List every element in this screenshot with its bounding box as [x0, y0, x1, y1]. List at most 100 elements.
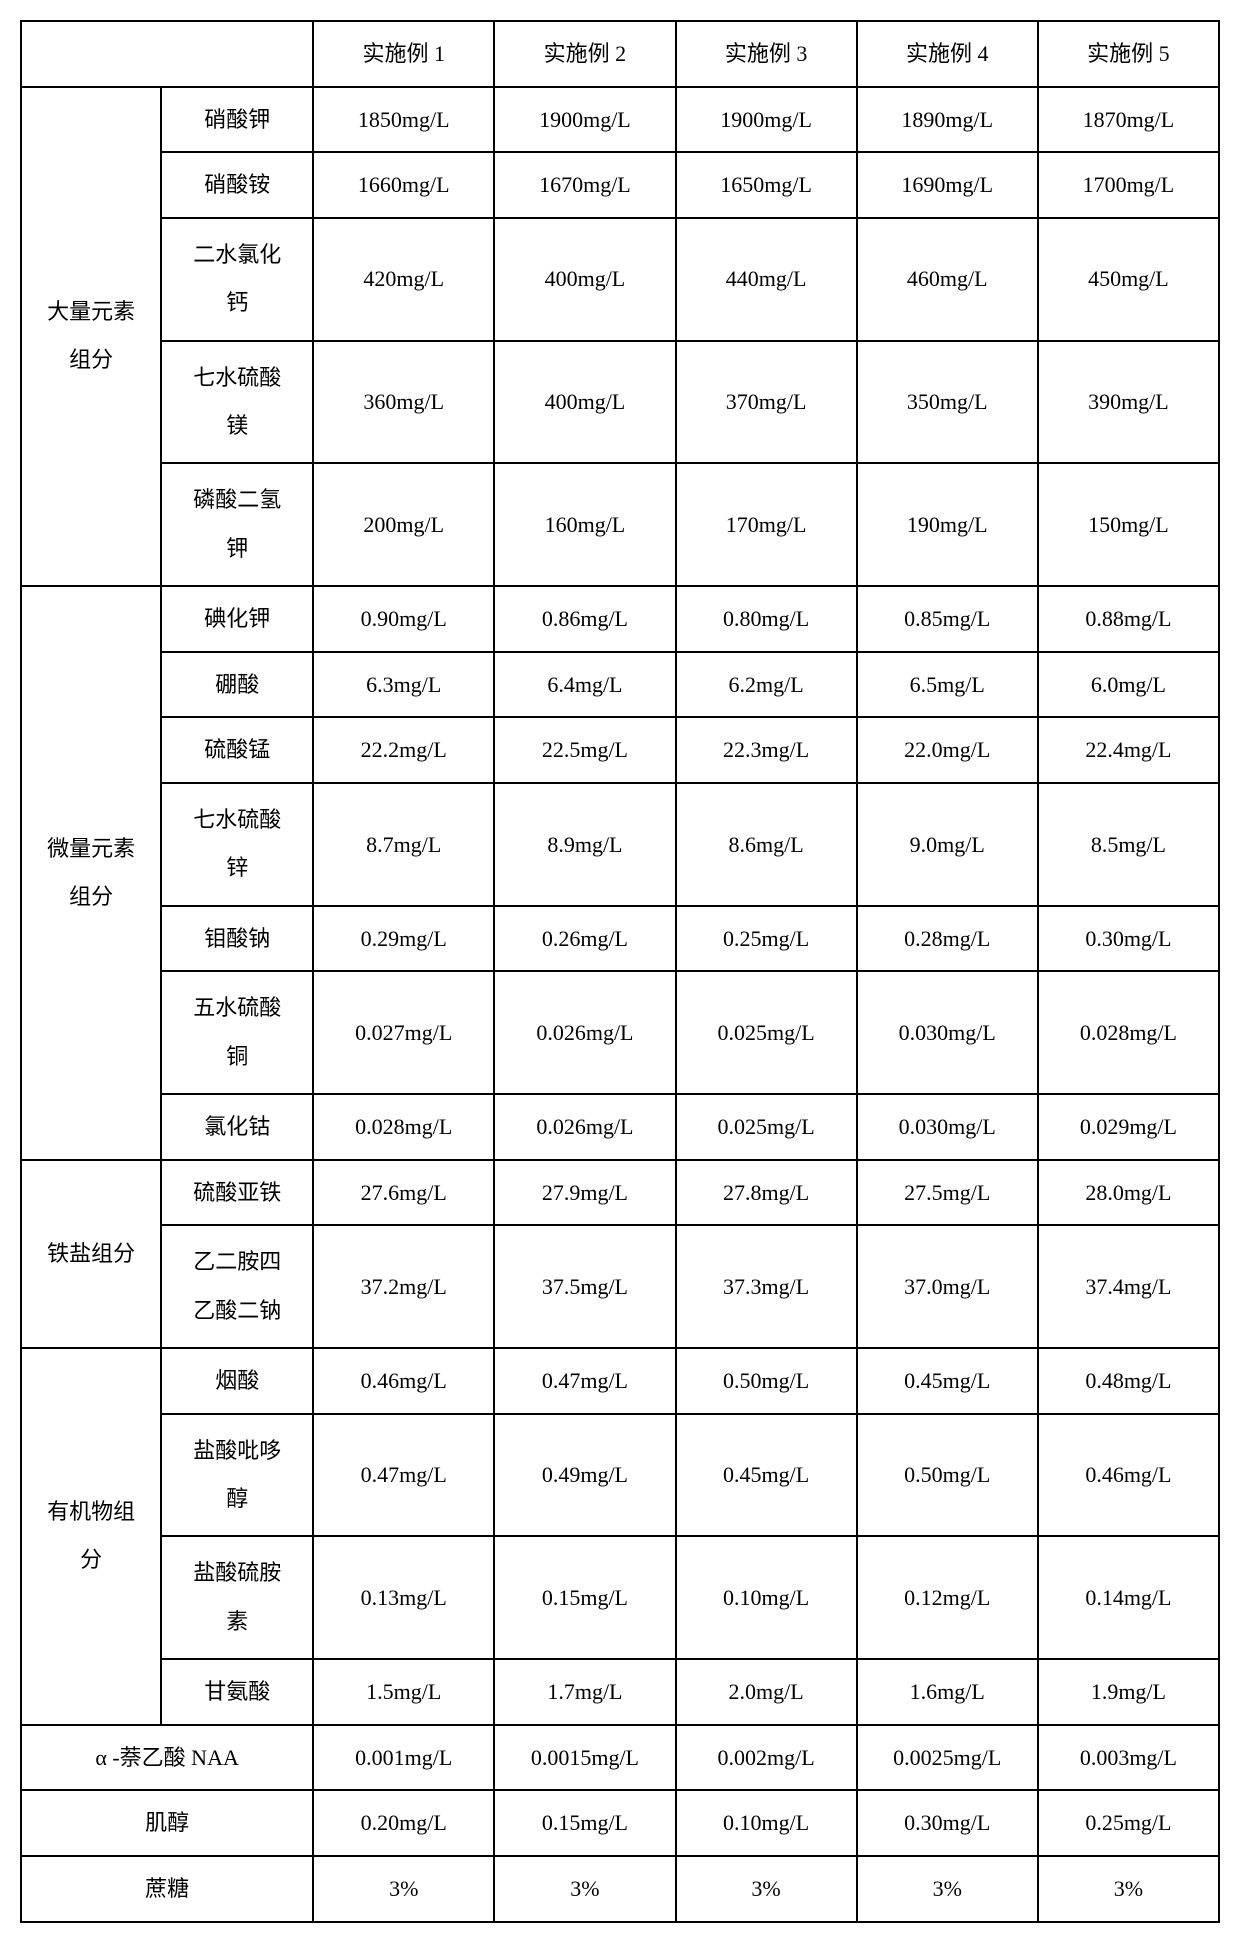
- value-cell: 1890mg/L: [857, 87, 1038, 153]
- value-cell: 0.86mg/L: [494, 586, 675, 652]
- col-header-3: 实施例 3: [676, 21, 857, 87]
- value-cell: 420mg/L: [313, 218, 494, 341]
- table-row: 蔗糖 3% 3% 3% 3% 3%: [21, 1856, 1219, 1922]
- value-cell: 2.0mg/L: [676, 1659, 857, 1725]
- value-cell: 0.028mg/L: [1038, 971, 1219, 1094]
- value-cell: 0.029mg/L: [1038, 1094, 1219, 1160]
- compound-label: 五水硫酸铜: [161, 971, 313, 1094]
- value-cell: 0.49mg/L: [494, 1414, 675, 1537]
- table-row: 甘氨酸 1.5mg/L 1.7mg/L 2.0mg/L 1.6mg/L 1.9m…: [21, 1659, 1219, 1725]
- value-cell: 370mg/L: [676, 341, 857, 464]
- value-cell: 0.46mg/L: [1038, 1414, 1219, 1537]
- value-cell: 150mg/L: [1038, 463, 1219, 586]
- compound-label: 盐酸硫胺素: [161, 1536, 313, 1659]
- compound-label: 甘氨酸: [161, 1659, 313, 1725]
- value-cell: 1870mg/L: [1038, 87, 1219, 153]
- value-cell: 0.47mg/L: [313, 1414, 494, 1537]
- table-row: 盐酸硫胺素 0.13mg/L 0.15mg/L 0.10mg/L 0.12mg/…: [21, 1536, 1219, 1659]
- value-cell: 8.5mg/L: [1038, 783, 1219, 906]
- value-cell: 450mg/L: [1038, 218, 1219, 341]
- compound-label: 硫酸亚铁: [161, 1160, 313, 1226]
- value-cell: 1660mg/L: [313, 152, 494, 218]
- compound-label: 碘化钾: [161, 586, 313, 652]
- value-cell: 1690mg/L: [857, 152, 1038, 218]
- value-cell: 0.026mg/L: [494, 971, 675, 1094]
- value-cell: 160mg/L: [494, 463, 675, 586]
- group-iron: 铁盐组分: [21, 1160, 161, 1348]
- col-header-1: 实施例 1: [313, 21, 494, 87]
- value-cell: 0.85mg/L: [857, 586, 1038, 652]
- compound-label: 硫酸锰: [161, 717, 313, 783]
- value-cell: 200mg/L: [313, 463, 494, 586]
- value-cell: 27.6mg/L: [313, 1160, 494, 1226]
- value-cell: 0.0015mg/L: [494, 1725, 675, 1791]
- col-header-2: 实施例 2: [494, 21, 675, 87]
- value-cell: 0.30mg/L: [1038, 906, 1219, 972]
- value-cell: 0.90mg/L: [313, 586, 494, 652]
- value-cell: 0.15mg/L: [494, 1790, 675, 1856]
- value-cell: 0.002mg/L: [676, 1725, 857, 1791]
- value-cell: 0.030mg/L: [857, 971, 1038, 1094]
- value-cell: 0.025mg/L: [676, 1094, 857, 1160]
- value-cell: 27.8mg/L: [676, 1160, 857, 1226]
- value-cell: 360mg/L: [313, 341, 494, 464]
- table-row: 磷酸二氢钾 200mg/L 160mg/L 170mg/L 190mg/L 15…: [21, 463, 1219, 586]
- value-cell: 0.028mg/L: [313, 1094, 494, 1160]
- value-cell: 0.10mg/L: [676, 1790, 857, 1856]
- value-cell: 460mg/L: [857, 218, 1038, 341]
- compound-label: 硝酸钾: [161, 87, 313, 153]
- value-cell: 1.7mg/L: [494, 1659, 675, 1725]
- value-cell: 22.4mg/L: [1038, 717, 1219, 783]
- value-cell: 0.30mg/L: [857, 1790, 1038, 1856]
- value-cell: 0.030mg/L: [857, 1094, 1038, 1160]
- value-cell: 0.001mg/L: [313, 1725, 494, 1791]
- value-cell: 0.46mg/L: [313, 1348, 494, 1414]
- value-cell: 0.0025mg/L: [857, 1725, 1038, 1791]
- value-cell: 0.003mg/L: [1038, 1725, 1219, 1791]
- compound-label: 硼酸: [161, 652, 313, 718]
- value-cell: 28.0mg/L: [1038, 1160, 1219, 1226]
- value-cell: 0.88mg/L: [1038, 586, 1219, 652]
- composition-table: 实施例 1 实施例 2 实施例 3 实施例 4 实施例 5 大量元素组分 硝酸钾…: [20, 20, 1220, 1923]
- value-cell: 3%: [676, 1856, 857, 1922]
- compound-label: 烟酸: [161, 1348, 313, 1414]
- value-cell: 6.5mg/L: [857, 652, 1038, 718]
- table-row: 硝酸铵 1660mg/L 1670mg/L 1650mg/L 1690mg/L …: [21, 152, 1219, 218]
- col-header-5: 实施例 5: [1038, 21, 1219, 87]
- value-cell: 22.0mg/L: [857, 717, 1038, 783]
- value-cell: 400mg/L: [494, 218, 675, 341]
- value-cell: 0.027mg/L: [313, 971, 494, 1094]
- value-cell: 6.3mg/L: [313, 652, 494, 718]
- compound-naa: α -萘乙酸 NAA: [21, 1725, 313, 1791]
- value-cell: 27.5mg/L: [857, 1160, 1038, 1226]
- value-cell: 22.5mg/L: [494, 717, 675, 783]
- table-row: 七水硫酸镁 360mg/L 400mg/L 370mg/L 350mg/L 39…: [21, 341, 1219, 464]
- value-cell: 37.2mg/L: [313, 1225, 494, 1348]
- value-cell: 1670mg/L: [494, 152, 675, 218]
- value-cell: 37.4mg/L: [1038, 1225, 1219, 1348]
- compound-label: 二水氯化钙: [161, 218, 313, 341]
- value-cell: 0.45mg/L: [857, 1348, 1038, 1414]
- group-macro: 大量元素组分: [21, 87, 161, 587]
- value-cell: 0.20mg/L: [313, 1790, 494, 1856]
- value-cell: 1900mg/L: [676, 87, 857, 153]
- compound-label: 磷酸二氢钾: [161, 463, 313, 586]
- compound-label: 七水硫酸镁: [161, 341, 313, 464]
- value-cell: 0.48mg/L: [1038, 1348, 1219, 1414]
- value-cell: 190mg/L: [857, 463, 1038, 586]
- table-row: 大量元素组分 硝酸钾 1850mg/L 1900mg/L 1900mg/L 18…: [21, 87, 1219, 153]
- compound-label: 氯化钴: [161, 1094, 313, 1160]
- value-cell: 170mg/L: [676, 463, 857, 586]
- value-cell: 440mg/L: [676, 218, 857, 341]
- value-cell: 1.5mg/L: [313, 1659, 494, 1725]
- compound-sucrose: 蔗糖: [21, 1856, 313, 1922]
- value-cell: 0.12mg/L: [857, 1536, 1038, 1659]
- value-cell: 37.3mg/L: [676, 1225, 857, 1348]
- value-cell: 0.026mg/L: [494, 1094, 675, 1160]
- value-cell: 6.4mg/L: [494, 652, 675, 718]
- value-cell: 0.13mg/L: [313, 1536, 494, 1659]
- group-micro: 微量元素组分: [21, 586, 161, 1160]
- value-cell: 37.0mg/L: [857, 1225, 1038, 1348]
- value-cell: 0.80mg/L: [676, 586, 857, 652]
- value-cell: 22.3mg/L: [676, 717, 857, 783]
